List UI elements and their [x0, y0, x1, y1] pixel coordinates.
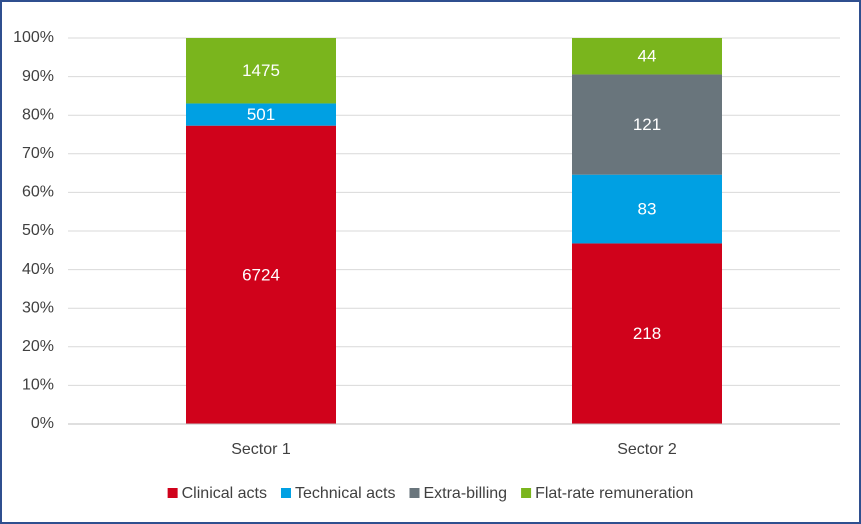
- data-label: 218: [633, 324, 661, 343]
- data-label: 6724: [242, 265, 280, 284]
- y-tick-label: 50%: [22, 222, 54, 239]
- y-tick-label: 60%: [22, 184, 54, 201]
- data-label: 121: [633, 115, 661, 134]
- bar-segment: [186, 103, 336, 126]
- bar-segment: [572, 243, 722, 424]
- legend-label: Extra-billing: [423, 485, 507, 502]
- y-tick-label: 100%: [13, 29, 54, 46]
- legend-label: Clinical acts: [182, 485, 267, 502]
- data-label: 501: [247, 105, 275, 124]
- y-tick-label: 0%: [31, 415, 54, 432]
- y-tick-label: 70%: [22, 145, 54, 162]
- y-tick-label: 20%: [22, 338, 54, 355]
- bar-segment: [572, 74, 722, 175]
- bar-segment: [186, 125, 336, 424]
- legend-marker: [521, 488, 532, 498]
- legend-marker: [280, 488, 291, 498]
- data-label: 83: [638, 200, 657, 219]
- bar-segment: [572, 38, 722, 75]
- y-tick-label: 40%: [22, 261, 54, 278]
- x-tick-label: Sector 2: [617, 441, 677, 458]
- x-tick-label: Sector 1: [231, 441, 291, 458]
- bar-segment: [186, 38, 336, 104]
- y-tick-label: 90%: [22, 68, 54, 85]
- legend-marker: [167, 488, 178, 498]
- y-tick-label: 80%: [22, 106, 54, 123]
- bar-segment: [572, 174, 722, 244]
- y-tick-label: 30%: [22, 299, 54, 316]
- data-label: 1475: [242, 61, 280, 80]
- data-label: 44: [638, 47, 657, 66]
- legend-label: Flat-rate remuneration: [535, 485, 693, 502]
- legend-label: Technical acts: [295, 485, 396, 502]
- y-tick-label: 10%: [22, 377, 54, 394]
- legend-marker: [409, 488, 420, 498]
